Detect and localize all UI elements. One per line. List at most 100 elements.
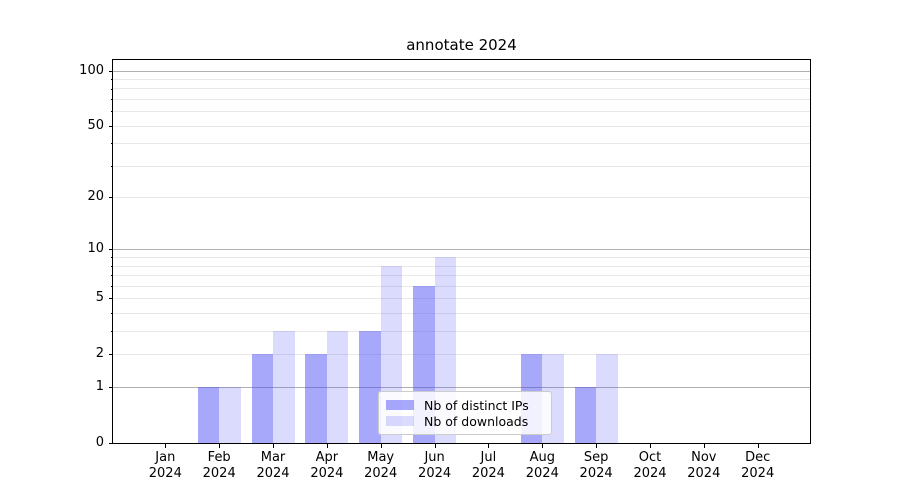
- x-tick-label: Aug 2024: [510, 450, 574, 482]
- bar-distinct-ips-3: [305, 354, 327, 443]
- legend-swatch-downloads: [386, 416, 414, 426]
- x-tick-label-line: 2024: [579, 466, 613, 481]
- grid-minor-line: [113, 79, 810, 81]
- grid-minor-line: [113, 285, 810, 287]
- grid-minor-line: [113, 111, 810, 113]
- legend: Nb of distinct IPs Nb of downloads: [378, 391, 552, 435]
- y-tick-label: 5: [95, 290, 104, 306]
- y-tick-minor-mark: [111, 79, 113, 81]
- x-tick-mark: [650, 444, 651, 448]
- x-tick-label: Jun 2024: [403, 450, 467, 482]
- x-tick-label: Dec 2024: [726, 450, 790, 482]
- legend-label-distinct-ips: Nb of distinct IPs: [424, 397, 529, 413]
- bar-downloads-8: [596, 354, 618, 443]
- x-tick-mark: [165, 444, 167, 448]
- grid-minor-line: [113, 312, 810, 314]
- bar-downloads-2: [273, 331, 295, 443]
- x-tick-label-line: Dec: [745, 450, 771, 465]
- grid-minor-line: [113, 265, 810, 267]
- x-tick-mark: [596, 444, 598, 448]
- legend-item-distinct-ips: Nb of distinct IPs: [386, 397, 543, 413]
- x-tick-label-line: Jan: [155, 450, 176, 465]
- y-tick-mark: [109, 386, 113, 388]
- x-tick-label-line: 2024: [364, 466, 398, 481]
- legend-swatch-distinct-ips: [386, 400, 414, 410]
- y-tick-minor-mark: [111, 265, 113, 267]
- plot-area: Nb of distinct IPs Nb of downloads: [112, 59, 811, 444]
- bar-distinct-ips-8: [574, 386, 597, 443]
- x-tick-label: Nov 2024: [672, 450, 736, 482]
- x-tick-label-line: 2024: [310, 466, 344, 481]
- x-tick-label: Jan 2024: [133, 450, 197, 482]
- grid-minor-line: [113, 330, 810, 332]
- bar-distinct-ips-1: [197, 386, 220, 443]
- x-tick-mark: [542, 444, 544, 448]
- grid-major-line: [113, 70, 810, 72]
- y-tick-label: 20: [87, 189, 104, 205]
- legend-label-downloads: Nb of downloads: [424, 413, 529, 429]
- x-tick-label-line: 2024: [525, 466, 559, 481]
- x-tick-mark: [757, 444, 759, 448]
- y-tick-minor-mark: [111, 285, 113, 287]
- x-tick-label-line: Jun: [424, 450, 445, 465]
- x-tick-label-line: Apr: [315, 450, 339, 465]
- bar-downloads-1: [219, 386, 241, 443]
- y-tick-mark: [109, 70, 113, 72]
- x-tick-mark: [380, 444, 382, 448]
- grid-minor-line: [113, 197, 810, 199]
- chart-title: annotate 2024: [406, 36, 517, 54]
- y-tick-minor-mark: [111, 257, 113, 259]
- y-tick-minor-mark: [111, 275, 113, 277]
- y-tick-mark: [109, 249, 113, 251]
- y-tick-label: 50: [87, 117, 104, 133]
- x-tick-mark: [273, 444, 274, 448]
- grid-minor-line: [113, 88, 810, 90]
- x-tick-label-line: 2024: [471, 466, 505, 481]
- x-tick-label-line: 2024: [418, 466, 452, 481]
- grid-minor-line: [113, 257, 810, 259]
- x-tick-label: Sep 2024: [564, 450, 628, 482]
- grid-minor-line: [113, 125, 810, 127]
- bar-distinct-ips-4: [359, 331, 381, 443]
- y-tick-minor-mark: [111, 298, 113, 300]
- x-tick-mark: [488, 444, 490, 448]
- x-tick-label-line: 2024: [741, 466, 775, 481]
- x-tick-label: Oct 2024: [618, 450, 682, 482]
- grid-major-line: [113, 249, 810, 251]
- x-tick-label-line: Oct: [638, 450, 662, 465]
- x-tick-label-line: Feb: [207, 450, 231, 465]
- legend-item-downloads: Nb of downloads: [386, 413, 543, 429]
- bar-distinct-ips-2: [251, 354, 273, 443]
- y-tick-minor-mark: [111, 165, 113, 167]
- grid-minor-line: [113, 354, 810, 356]
- y-tick-label: 1: [95, 378, 104, 394]
- grid-minor-line: [113, 99, 810, 101]
- y-tick-minor-mark: [111, 331, 113, 332]
- x-tick-label-line: Aug: [529, 450, 555, 465]
- y-tick-mark: [109, 442, 113, 444]
- x-tick-mark: [434, 444, 436, 448]
- x-tick-label-line: 2024: [633, 466, 667, 481]
- x-tick-label-line: 2024: [687, 466, 721, 481]
- x-tick-label-line: Sep: [583, 450, 609, 465]
- x-tick-label-line: 2024: [256, 466, 290, 481]
- x-tick-label-line: Jul: [480, 450, 497, 465]
- y-tick-label: 100: [79, 62, 104, 78]
- y-tick-minor-mark: [111, 313, 113, 314]
- y-tick-minor-mark: [111, 143, 113, 145]
- y-tick-label: 2: [95, 346, 104, 362]
- y-tick-minor-mark: [111, 125, 113, 127]
- grid-minor-line: [113, 298, 810, 300]
- y-tick-label: 10: [87, 241, 104, 257]
- x-tick-mark: [326, 444, 328, 448]
- y-tick-minor-mark: [111, 99, 113, 101]
- x-tick-label-line: 2024: [202, 466, 236, 481]
- x-tick-label: Feb 2024: [187, 450, 251, 482]
- x-tick-mark: [703, 444, 705, 448]
- grid-minor-line: [113, 165, 810, 167]
- y-tick-minor-mark: [111, 354, 113, 356]
- grid-minor-line: [113, 143, 810, 145]
- x-tick-label-line: Nov: [691, 450, 717, 465]
- y-tick-minor-mark: [111, 88, 113, 90]
